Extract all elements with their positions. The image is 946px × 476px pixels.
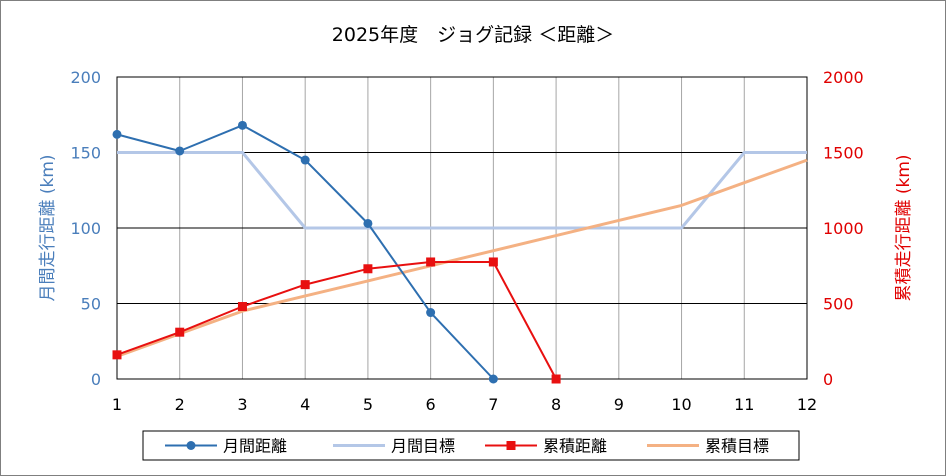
x-axis-tick-label: 2 [175,395,185,414]
left-axis-tick-labels: 0 50 100 150 200 [70,68,101,389]
legend-label: 累積距離 [543,437,607,456]
plot-area [116,76,808,380]
data-point [112,129,122,139]
right-axis-title: 累積走行距離 (km) [894,154,914,301]
data-point [488,374,498,384]
series-layer [112,120,808,384]
x-axis-tick-label: 6 [426,395,436,414]
right-axis-tick-label: 1500 [823,144,864,163]
legend-label: 月間目標 [391,437,455,456]
right-axis-tick-label: 500 [823,295,854,314]
x-axis-tick-label: 12 [797,395,817,414]
legend-label: 累積目標 [705,437,769,456]
legend-marker [186,441,196,450]
data-point [488,257,498,267]
data-point [237,120,247,130]
x-axis-tick-label: 5 [363,395,373,414]
left-axis-tick-label: 0 [91,370,101,389]
legend-label: 月間距離 [223,437,287,456]
left-axis-title: 月間走行距離 (km) [38,154,58,301]
data-point [426,308,436,318]
data-point [300,280,310,290]
series-line [116,261,557,380]
data-point [363,264,373,274]
x-axis-tick-label: 9 [614,395,624,414]
right-axis-tick-label: 1000 [823,219,864,238]
x-axis-tick-labels: 1 2 3 4 5 6 7 8 9 10 11 12 [112,395,817,414]
x-axis-tick-label: 3 [237,395,247,414]
right-axis-tick-label: 0 [823,370,833,389]
x-axis-tick-label: 10 [671,395,691,414]
x-axis-tick-label: 7 [488,395,498,414]
x-axis-tick-label: 8 [551,395,561,414]
data-point [300,155,310,165]
right-axis-tick-labels: 0 500 1000 1500 2000 [823,68,864,389]
data-point [551,374,561,384]
left-axis-tick-label: 200 [70,68,101,87]
data-point [426,257,436,267]
x-axis-tick-label: 11 [734,395,754,414]
data-point [175,146,185,156]
data-point [237,302,247,312]
series-line [117,151,807,230]
x-axis-tick-label: 1 [112,395,122,414]
left-axis-tick-label: 150 [70,144,101,163]
x-axis-tick-label: 4 [300,395,310,414]
left-axis-tick-label: 100 [70,219,101,238]
right-axis-tick-label: 2000 [823,68,864,87]
data-point [363,218,373,228]
left-axis-tick-label: 50 [81,295,101,314]
data-point [175,327,185,337]
series-line [116,158,808,358]
data-point [112,350,122,360]
legend-entries: 月間距離 月間目標 累積距離 累積目標 [165,437,769,456]
legend-marker [506,441,516,450]
chart-title: 2025年度 ジョグ記録 ＜距離＞ [332,24,614,46]
